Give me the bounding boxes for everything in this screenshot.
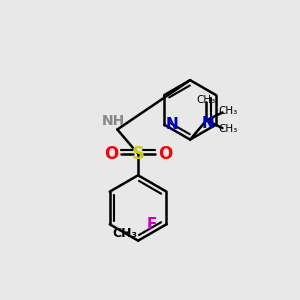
Text: NH: NH (102, 114, 125, 128)
Text: N: N (202, 116, 214, 131)
Text: CH₃: CH₃ (219, 124, 238, 134)
Text: CH₃: CH₃ (219, 106, 238, 116)
Text: N: N (166, 117, 178, 132)
Text: S: S (132, 145, 145, 163)
Text: CH₃: CH₃ (197, 94, 216, 104)
Text: F: F (146, 217, 157, 232)
Text: O: O (158, 145, 172, 163)
Text: O: O (104, 145, 118, 163)
Text: CH₃: CH₃ (113, 227, 138, 240)
